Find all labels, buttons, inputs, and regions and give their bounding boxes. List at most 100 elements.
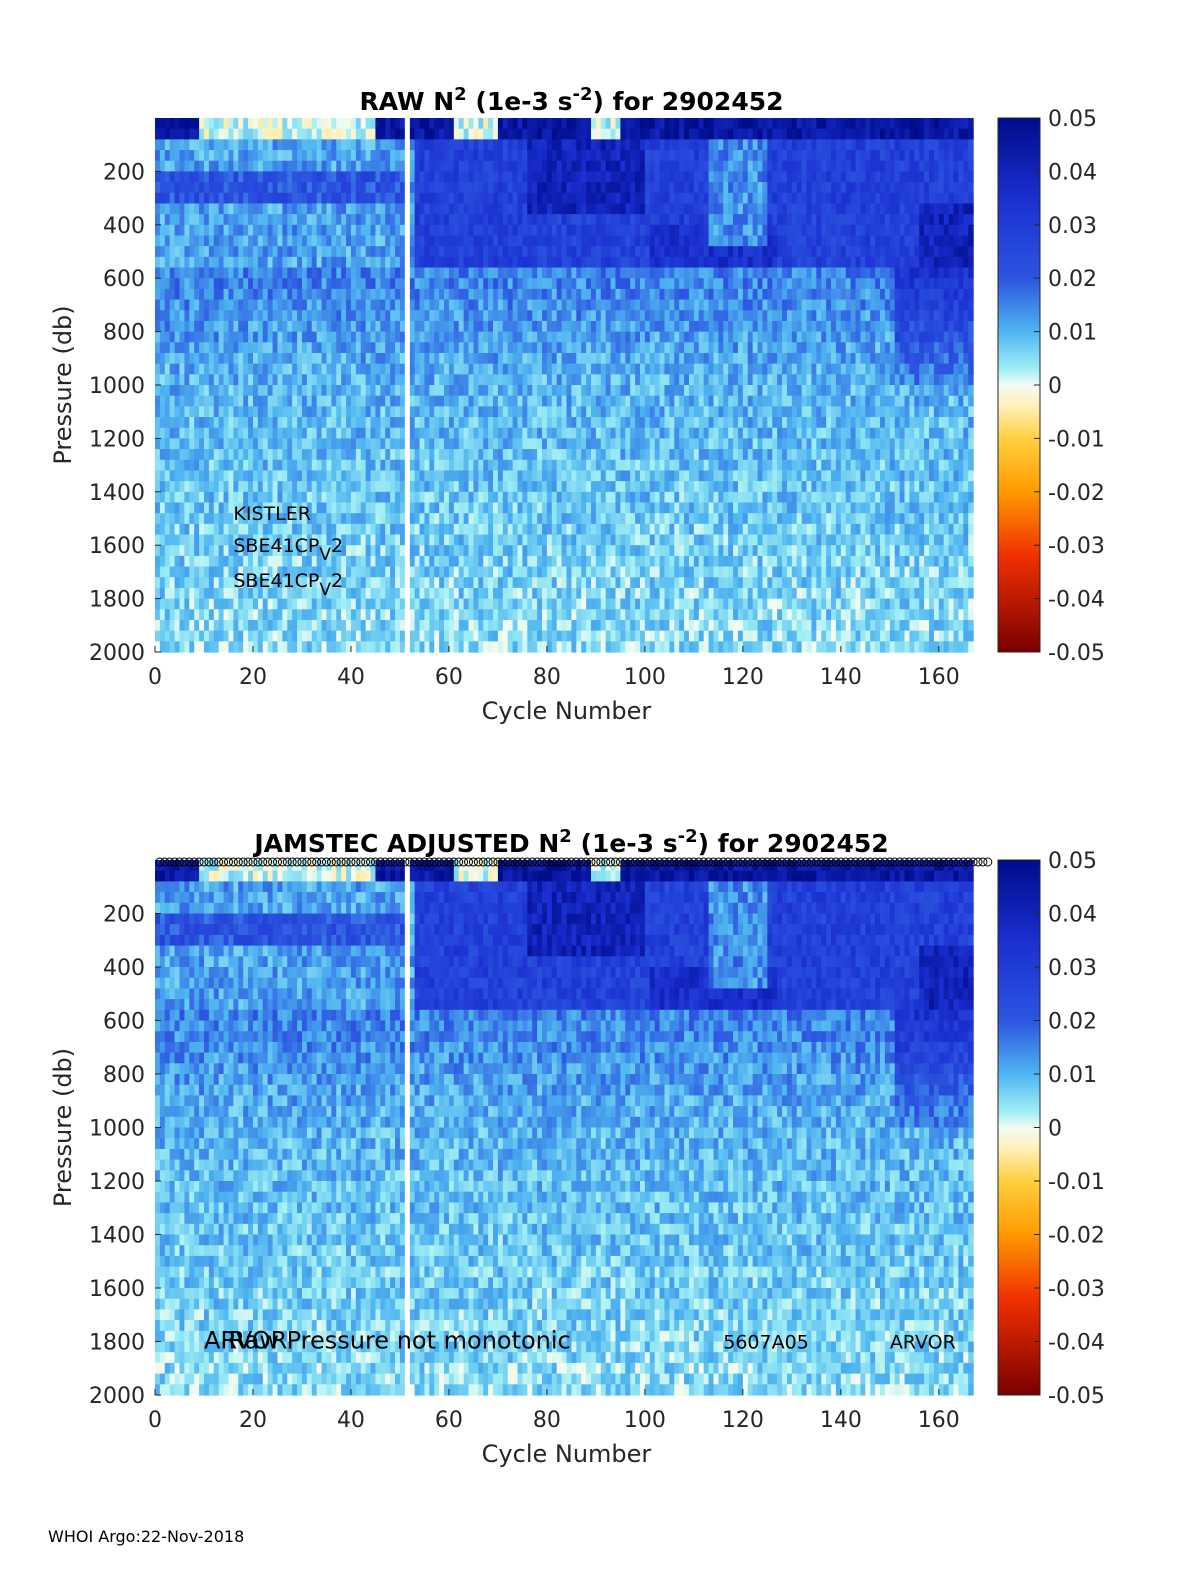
heatmap-cell [507,299,514,311]
heatmap-cell [581,352,587,365]
heatmap-cell [414,118,421,130]
heatmap-cell [497,182,504,194]
heatmap-cell [228,406,234,418]
heatmap-cell [228,555,234,568]
heatmap-cell [620,299,626,311]
heatmap-cell [473,417,479,429]
heatmap-cell [512,267,519,279]
heatmap-cell [194,406,200,418]
heatmap-cell [546,470,553,482]
heatmap-cells [155,118,974,653]
heatmap-cell [189,587,195,600]
heatmap-cell [375,417,381,429]
heatmap-cell [463,406,470,418]
heatmap-cell [468,192,475,205]
heatmap-cell [576,502,582,514]
heatmap-cell [164,438,171,450]
heatmap-cell [576,598,582,610]
heatmap-cell [424,555,430,568]
heatmap-cell [282,150,288,162]
heatmap-cell [257,352,264,365]
heatmap-cell [590,299,597,311]
heatmap-cell [243,203,249,215]
heatmap-cell [424,395,430,407]
heatmap-cell [395,331,401,343]
heatmap-cell [639,160,646,172]
heatmap-cell [644,352,651,365]
heatmap-cell [355,555,362,568]
heatmap-cell [468,470,475,482]
heatmap-cell [326,555,332,568]
heatmap-cell [194,619,200,632]
heatmap-cell [321,139,328,151]
heatmap-cell [292,150,298,162]
heatmap-cell [493,449,499,461]
heatmap-cell [223,118,230,130]
heatmap-cell [326,587,332,600]
heatmap-cell [370,449,377,461]
heatmap-cell [238,246,244,258]
heatmap-cell [551,470,558,482]
heatmap-cell [233,406,239,418]
heatmap-cell [301,246,308,258]
heatmap-cell [350,587,357,600]
heatmap-cell [292,118,298,130]
heatmap-cell [233,395,239,407]
heatmap-cell [159,342,166,354]
heatmap-cell [527,331,533,343]
heatmap-cell [615,278,621,290]
heatmap-cell [223,246,230,258]
heatmap-cell [233,502,239,514]
heatmap-cell [414,374,421,386]
heatmap-cell [424,246,430,258]
heatmap-cell [453,171,460,183]
heatmap-cell [434,491,440,504]
heatmap-cell [272,513,279,525]
heatmap-cell [395,417,401,429]
heatmap-cell [483,470,489,482]
heatmap-cell [355,118,362,130]
heatmap-cell [277,310,283,322]
heatmap-cell [282,502,288,514]
heatmap-cell [380,481,386,493]
heatmap-cell [488,598,494,610]
heatmap-cell [395,491,401,504]
heatmap-cell [390,267,396,279]
heatmap-cell [257,630,264,642]
heatmap-cell [576,214,582,226]
heatmap-cell [233,481,239,493]
heatmap-cell [238,545,244,557]
heatmap-cell [414,331,421,343]
heatmap-cell [615,224,621,237]
heatmap-cell [483,118,489,130]
heatmap-cell [635,449,641,461]
heatmap-cell [424,470,430,482]
heatmap-cell [375,246,381,258]
heatmap-cell [488,609,494,621]
heatmap-cell [586,534,592,546]
heatmap-cell [556,459,563,472]
heatmap-cell [458,278,465,290]
heatmap-cell [390,449,396,461]
heatmap-cell [502,267,509,279]
heatmap-cell [267,491,274,504]
heatmap-cell [267,128,274,140]
heatmap-cell [292,352,298,365]
heatmap-cell [199,331,205,343]
heatmap-cell [566,395,572,407]
heatmap-cell [507,235,514,247]
heatmap-cell [287,118,293,130]
heatmap-cell [409,523,416,536]
heatmap-cell [169,534,176,546]
heatmap-cell [448,523,455,536]
heatmap-cell [218,417,225,429]
heatmap-cell [424,630,430,642]
heatmap-cell [620,417,626,429]
heatmap-cell [194,523,200,536]
heatmap-cell [551,449,558,461]
heatmap-cell [355,299,362,311]
heatmap-cell [262,427,269,439]
heatmap-cell [527,587,533,600]
heatmap-cell [630,214,636,226]
heatmap-cell [551,342,558,354]
